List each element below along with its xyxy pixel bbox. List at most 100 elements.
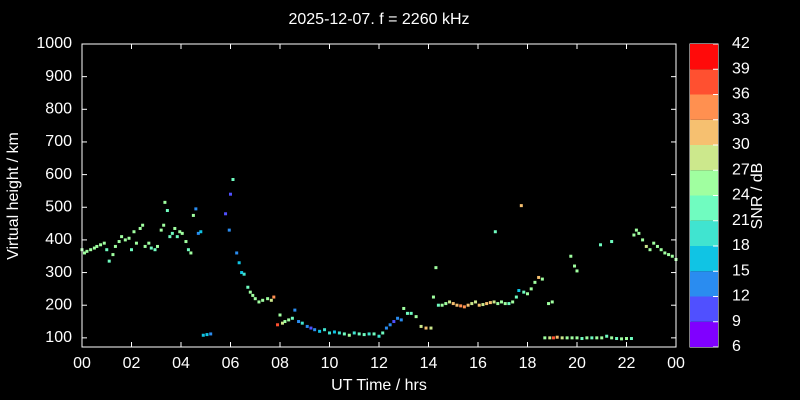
x-tick-label: 00 <box>73 355 91 372</box>
data-point <box>615 337 619 341</box>
data-point <box>496 302 500 306</box>
colorbar-tick-label: 36 <box>732 86 750 103</box>
data-point <box>595 336 599 340</box>
colorbar-segment <box>690 271 718 297</box>
data-point <box>170 231 174 235</box>
x-tick-label: 06 <box>222 355 240 372</box>
data-point <box>191 213 195 217</box>
data-point <box>396 316 400 320</box>
data-point <box>629 337 633 341</box>
data-point <box>224 212 228 216</box>
data-point <box>670 254 674 258</box>
data-point <box>82 251 86 255</box>
x-tick-label: 16 <box>469 355 487 372</box>
data-point <box>342 332 346 336</box>
x-tick-label: 08 <box>271 355 289 372</box>
data-point <box>519 204 523 208</box>
data-point <box>184 240 188 244</box>
data-point <box>162 223 166 227</box>
data-point <box>655 244 659 248</box>
data-point <box>194 207 198 211</box>
data-point <box>280 321 284 325</box>
colorbar-tick-label: 24 <box>732 187 750 204</box>
data-point <box>147 241 151 245</box>
data-point <box>205 333 209 337</box>
data-point <box>547 302 551 306</box>
data-point <box>367 332 371 336</box>
colorbar-tick-label: 21 <box>732 212 750 229</box>
data-point <box>180 231 184 235</box>
data-point <box>533 280 537 284</box>
data-point <box>278 313 282 317</box>
data-point <box>253 297 257 301</box>
data-point <box>372 332 376 336</box>
data-point <box>632 233 636 237</box>
data-point <box>637 231 641 235</box>
data-point <box>362 333 366 337</box>
data-point <box>111 253 115 257</box>
data-point <box>414 315 418 319</box>
data-point <box>419 324 423 328</box>
x-tick-label: 18 <box>519 355 537 372</box>
data-point <box>466 303 470 307</box>
y-tick-label: 900 <box>45 68 72 85</box>
colorbar-tick-label: 42 <box>732 35 750 52</box>
data-point <box>488 301 492 305</box>
data-point <box>283 320 287 324</box>
colorbar-tick-label: 27 <box>732 161 750 178</box>
data-point <box>500 300 504 304</box>
data-point <box>575 336 579 340</box>
data-point <box>434 266 438 270</box>
data-point <box>173 226 177 230</box>
data-point <box>522 290 526 294</box>
data-point <box>318 329 322 333</box>
y-tick-label: 300 <box>45 264 72 281</box>
data-point <box>455 303 459 307</box>
data-point <box>155 244 159 248</box>
data-point <box>659 248 663 252</box>
data-point <box>347 333 351 337</box>
data-point <box>149 246 153 250</box>
data-point <box>493 230 497 234</box>
data-point <box>293 308 297 312</box>
colorbar-segment <box>690 296 718 322</box>
plot-area <box>80 178 678 341</box>
data-point <box>388 323 392 327</box>
data-point <box>332 330 336 334</box>
colorbar-tick-label: 18 <box>732 237 750 254</box>
colorbar-tick-label: 12 <box>732 288 750 305</box>
data-point <box>276 323 280 327</box>
data-point <box>199 230 203 234</box>
data-point <box>580 337 584 341</box>
y-tick-label: 1000 <box>36 35 72 52</box>
data-point <box>95 244 99 248</box>
data-point <box>543 336 547 340</box>
data-point <box>153 248 157 252</box>
data-point <box>599 243 603 247</box>
data-point <box>511 300 515 304</box>
data-point <box>240 271 244 275</box>
data-point <box>575 269 579 273</box>
data-point <box>117 240 121 244</box>
data-point <box>600 336 604 340</box>
data-point <box>105 248 109 252</box>
data-point <box>196 231 200 235</box>
data-point <box>168 235 172 239</box>
x-tick-label: 12 <box>370 355 388 372</box>
data-point <box>248 290 252 294</box>
data-point <box>175 235 179 239</box>
x-tick-label: 22 <box>618 355 636 372</box>
data-point <box>227 228 231 232</box>
data-point <box>585 336 589 340</box>
data-point <box>492 300 496 304</box>
y-tick-label: 100 <box>45 329 72 346</box>
x-tick-label: 00 <box>667 355 685 372</box>
data-point <box>529 287 533 291</box>
x-axis-label: UT Time / hrs <box>331 377 427 394</box>
data-point <box>565 336 569 340</box>
data-point <box>138 226 142 230</box>
data-point <box>381 331 385 335</box>
data-point <box>178 230 182 234</box>
data-point <box>550 300 554 304</box>
data-point <box>451 302 455 306</box>
